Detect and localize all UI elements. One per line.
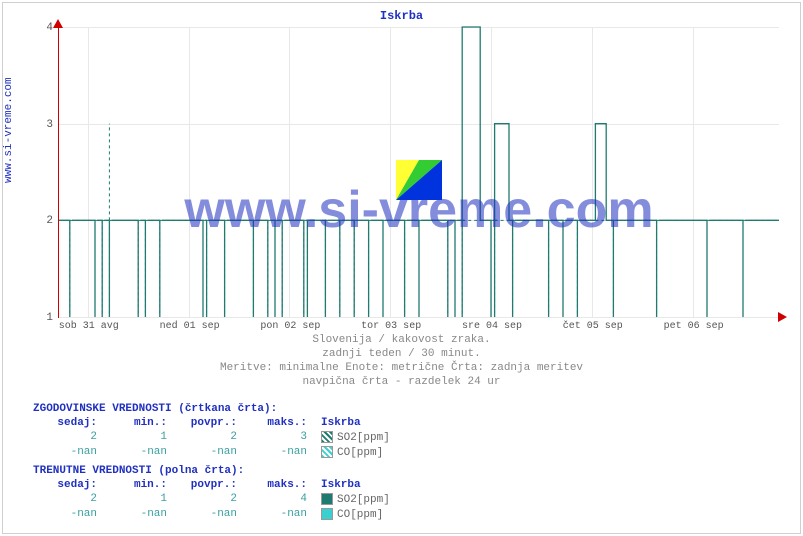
legend-label: CO[ppm]	[337, 509, 383, 521]
xtick: čet 05 sep	[563, 321, 623, 332]
legend-label: SO2[ppm]	[337, 432, 390, 444]
cell: 4	[245, 493, 313, 506]
historic-table: sedaj: min.: povpr.: maks.: Iskrba 2 1 2…	[33, 415, 398, 461]
cell: -nan	[35, 508, 103, 521]
y-axis-source-label: www.si-vreme.com	[3, 77, 15, 183]
chart-title: Iskrba	[3, 9, 800, 23]
cell: -nan	[105, 508, 173, 521]
table-row: 2 1 2 3 SO2[ppm]	[35, 431, 396, 444]
xtick: ned 01 sep	[160, 321, 220, 332]
xtick: pon 02 sep	[260, 321, 320, 332]
legend-swatch-icon	[321, 508, 333, 520]
ytick: 4	[46, 22, 53, 34]
table-header-row: sedaj: min.: povpr.: maks.: Iskrba	[35, 479, 396, 491]
site-header: Iskrba	[315, 417, 396, 429]
table-row: 2 1 2 4 SO2[ppm]	[35, 493, 396, 506]
col-header: povpr.:	[175, 417, 243, 429]
legend-swatch-icon	[321, 431, 333, 443]
cell: -nan	[245, 508, 313, 521]
col-header: min.:	[105, 417, 173, 429]
col-header: maks.:	[245, 417, 313, 429]
caption-line: zadnji teden / 30 minut.	[3, 347, 800, 361]
site-header: Iskrba	[315, 479, 396, 491]
cell: -nan	[175, 508, 243, 521]
col-header: povpr.:	[175, 479, 243, 491]
table-row: -nan -nan -nan -nan CO[ppm]	[35, 508, 396, 521]
cell: 2	[175, 431, 243, 444]
current-title: TRENUTNE VREDNOSTI (polna črta):	[33, 465, 398, 477]
cell: -nan	[35, 446, 103, 459]
chart-frame: Iskrba www.si-vreme.com 4 3 2 1 sob 31 a…	[2, 2, 801, 534]
caption-line: Meritve: minimalne Enote: metrične Črta:…	[3, 361, 800, 375]
cell: -nan	[245, 446, 313, 459]
series-svg	[59, 27, 779, 317]
cell: 2	[35, 493, 103, 506]
cell: 2	[175, 493, 243, 506]
cell: -nan	[175, 446, 243, 459]
cell: 3	[245, 431, 313, 444]
ytick: 2	[46, 215, 53, 227]
legend-cell: CO[ppm]	[315, 446, 396, 459]
col-header: min.:	[105, 479, 173, 491]
ytick: 3	[46, 119, 53, 131]
col-header: maks.:	[245, 479, 313, 491]
legend-swatch-icon	[321, 446, 333, 458]
gridline-h: 1	[59, 317, 779, 318]
legend-label: CO[ppm]	[337, 447, 383, 459]
caption-block: Slovenija / kakovost zraka. zadnji teden…	[3, 333, 800, 389]
cell: -nan	[105, 446, 173, 459]
cell: 2	[35, 431, 103, 444]
legend-swatch-icon	[321, 493, 333, 505]
xtick: sob 31 avg	[59, 321, 119, 332]
legend-cell: SO2[ppm]	[315, 431, 396, 444]
legend-cell: SO2[ppm]	[315, 493, 396, 506]
x-axis-arrow-icon	[778, 312, 787, 322]
col-header: sedaj:	[35, 417, 103, 429]
xtick: pet 06 sep	[664, 321, 724, 332]
current-table: sedaj: min.: povpr.: maks.: Iskrba 2 1 2…	[33, 477, 398, 523]
caption-line: navpična črta - razdelek 24 ur	[3, 375, 800, 389]
historic-title: ZGODOVINSKE VREDNOSTI (črtkana črta):	[33, 403, 398, 415]
legend-label: SO2[ppm]	[337, 494, 390, 506]
col-header: sedaj:	[35, 479, 103, 491]
legend-cell: CO[ppm]	[315, 508, 396, 521]
caption-line: Slovenija / kakovost zraka.	[3, 333, 800, 347]
data-tables: ZGODOVINSKE VREDNOSTI (črtkana črta): se…	[33, 403, 398, 523]
xtick: tor 03 sep	[361, 321, 421, 332]
cell: 1	[105, 431, 173, 444]
ytick: 1	[46, 312, 53, 324]
y-axis-arrow-icon	[53, 19, 63, 28]
plot-area: 4 3 2 1 sob 31 avg ned 01 sep pon 02 sep…	[58, 27, 779, 318]
xtick: sre 04 sep	[462, 321, 522, 332]
table-header-row: sedaj: min.: povpr.: maks.: Iskrba	[35, 417, 396, 429]
cell: 1	[105, 493, 173, 506]
table-row: -nan -nan -nan -nan CO[ppm]	[35, 446, 396, 459]
